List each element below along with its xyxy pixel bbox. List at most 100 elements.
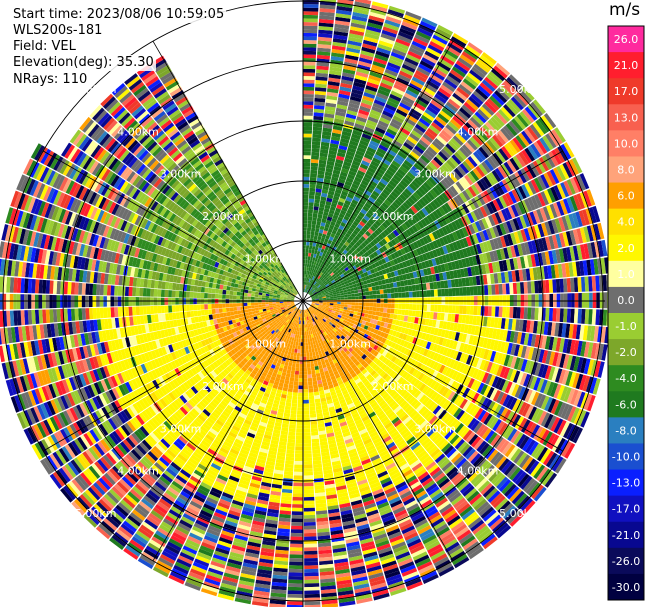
range-gate (303, 94, 314, 98)
range-gate (363, 239, 370, 246)
range-gate (389, 214, 397, 222)
range-gate (338, 178, 346, 184)
range-gate (384, 219, 392, 227)
range-gate (305, 281, 308, 286)
range-gate (338, 213, 345, 219)
range-gate (310, 271, 314, 276)
range-gate (307, 377, 313, 382)
range-gate (520, 307, 525, 319)
range-gate (437, 24, 454, 36)
range-gate (445, 244, 452, 254)
range-gate (323, 116, 334, 122)
range-gate (327, 81, 340, 87)
range-gate (375, 242, 382, 249)
range-gate (452, 33, 469, 45)
range-gate (390, 287, 395, 294)
range-gate (398, 225, 406, 233)
range-gate (365, 29, 381, 37)
range-gate (348, 205, 355, 212)
range-gate (303, 385, 308, 390)
range-gate (317, 47, 331, 53)
range-gate (314, 273, 318, 278)
range-gate (379, 214, 387, 222)
range-gate (313, 209, 319, 214)
range-gate (401, 303, 406, 310)
range-gate (324, 109, 335, 115)
range-gate (303, 14, 318, 19)
range-gate (314, 362, 319, 367)
range-gate (415, 255, 421, 264)
range-gate (390, 253, 397, 260)
range-gate (353, 156, 362, 164)
range-gate (314, 265, 318, 270)
range-gate (321, 291, 325, 294)
range-gate (350, 277, 355, 282)
range-gate (423, 290, 428, 297)
range-gate (366, 146, 377, 154)
range-gate (289, 550, 303, 555)
range-gate (289, 420, 297, 425)
range-gate (553, 185, 563, 200)
range-gate (318, 255, 322, 260)
range-gate (355, 247, 362, 253)
range-gate (484, 216, 493, 228)
range-gate (418, 254, 425, 263)
range-gate (354, 153, 364, 160)
range-gate (325, 263, 330, 268)
range-gate (350, 246, 356, 252)
range-gate (467, 119, 480, 131)
range-gate (325, 234, 330, 240)
range-gate (422, 244, 429, 253)
range-gate (408, 310, 413, 317)
range-gate (288, 579, 303, 584)
range-gate (369, 240, 376, 247)
range-gate (428, 124, 441, 135)
range-gate (463, 101, 477, 114)
range-gate (289, 377, 295, 382)
range-gate (533, 194, 543, 208)
range-gate (306, 289, 309, 293)
range-gate (340, 297, 345, 300)
range-gate (383, 72, 397, 81)
range-gate (311, 431, 319, 436)
range-gate (387, 254, 393, 261)
range-gate (347, 106, 359, 113)
range-gate (438, 246, 445, 256)
range-gate (352, 160, 361, 167)
range-gate (351, 302, 356, 306)
range-gate (419, 238, 426, 246)
range-gate (509, 306, 514, 319)
range-gate (548, 131, 560, 147)
range-gate (303, 155, 311, 159)
range-gate (399, 193, 408, 202)
range-gate (479, 54, 495, 68)
range-gate (325, 283, 330, 287)
range-gate (463, 48, 479, 60)
range-gate (340, 221, 346, 228)
range-gate (432, 96, 445, 107)
range-gate (371, 311, 376, 316)
range-gate (319, 8, 336, 13)
range-gate (337, 245, 342, 250)
range-gate (397, 73, 411, 83)
range-gate (316, 283, 320, 288)
range-gate (340, 282, 345, 286)
range-gate (364, 287, 369, 292)
range-gate (367, 249, 373, 255)
range-gate (309, 282, 312, 287)
range-gate (303, 133, 312, 138)
range-gate (433, 289, 438, 297)
range-gate (498, 196, 508, 209)
range-gate (303, 7, 319, 12)
range-gate (313, 384, 318, 389)
range-gate (358, 261, 363, 267)
range-gate (311, 246, 316, 251)
range-gate (420, 154, 431, 164)
range-gate (367, 78, 380, 86)
range-gate (317, 292, 322, 296)
range-gate (310, 166, 318, 171)
range-gate (454, 112, 467, 124)
range-gate (349, 214, 357, 221)
range-gate (461, 176, 471, 188)
range-gate (448, 172, 458, 183)
